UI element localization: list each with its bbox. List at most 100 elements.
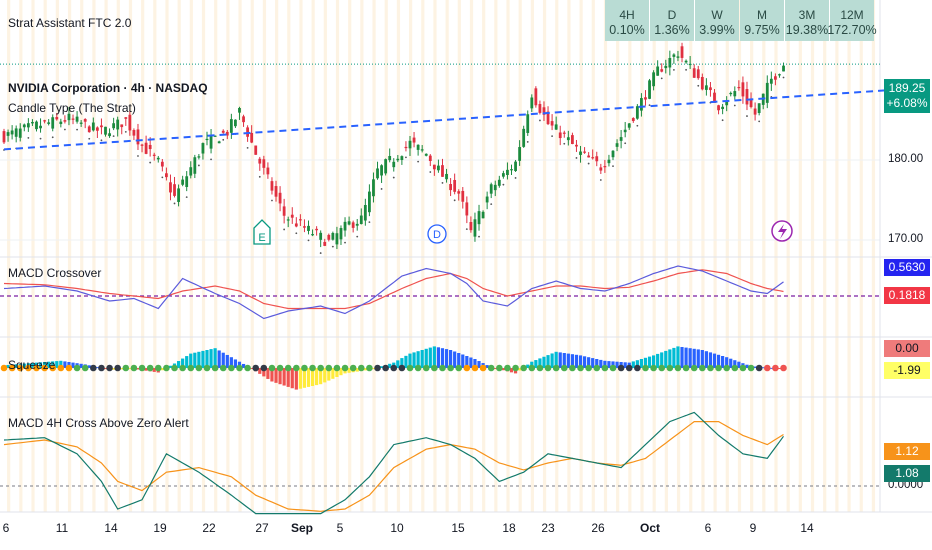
candle-body (424, 153, 428, 156)
candle-body (774, 76, 777, 80)
macd-zero-label[interactable]: MACD 4H Cross Above Zero Alert (8, 416, 189, 430)
squeeze-dot (146, 364, 154, 372)
strat-marker (405, 156, 407, 159)
candle-body (169, 182, 172, 193)
squeeze-pane[interactable] (0, 346, 787, 390)
momentum-bar (278, 368, 282, 385)
momentum-bar (562, 353, 566, 368)
squeeze-dot (625, 364, 633, 372)
session-stripe (567, 0, 571, 512)
candle-body (518, 147, 522, 161)
candle-body (209, 135, 213, 149)
squeeze-dot (496, 364, 503, 372)
session-stripe (737, 0, 742, 512)
momentum-bar (282, 368, 286, 386)
momentum-bar (761, 367, 765, 369)
session-stripe (469, 0, 474, 512)
candle-body (599, 167, 603, 171)
strat-marker (721, 119, 724, 122)
strat-marker (100, 139, 103, 142)
candle-body (363, 205, 367, 221)
candle-body (372, 179, 375, 197)
dividend-marker-label: D (433, 229, 441, 241)
candle-body (335, 233, 339, 245)
momentum-bar (335, 368, 339, 377)
last-price-badge[interactable]: 189.25 +6.08% (884, 79, 930, 113)
strat-marker (697, 84, 700, 87)
momentum-bar (331, 368, 335, 379)
macd-crossover-label[interactable]: MACD Crossover (8, 266, 102, 280)
session-stripe (67, 0, 72, 512)
squeeze-dot (666, 364, 674, 372)
candle-body (709, 87, 712, 91)
momentum-bar (550, 353, 554, 368)
squeeze-dot (228, 364, 235, 372)
strat-marker (344, 241, 346, 244)
candle-type-label[interactable]: Candle Type (The Strat) (8, 101, 136, 115)
time-tick-label: 11 (55, 521, 69, 535)
momentum-bar (315, 368, 319, 386)
ftc-cell: 4H 0.10% (605, 0, 649, 41)
candle-body (384, 159, 388, 174)
squeeze-dot (57, 364, 65, 372)
momentum-bar (396, 360, 400, 368)
strat-marker (39, 137, 42, 140)
momentum-bar (449, 350, 453, 368)
strat-marker (502, 183, 505, 186)
momentum-bar (672, 347, 676, 368)
candle-body (278, 192, 282, 204)
candle-body (554, 124, 558, 130)
session-stripe (713, 0, 717, 512)
squeeze-dot (236, 364, 243, 372)
momentum-bar (217, 350, 221, 368)
squeeze-label[interactable]: Squeeze (8, 358, 56, 372)
candle-body (497, 179, 501, 186)
signal-line (3, 269, 784, 310)
momentum-bar (473, 359, 477, 368)
momentum-bar (745, 364, 749, 368)
momentum-bar (298, 368, 302, 389)
strat-marker (368, 221, 371, 224)
momentum-bar (38, 362, 43, 368)
session-stripe (579, 0, 583, 512)
momentum-bar (112, 368, 116, 370)
session-stripe (786, 0, 790, 512)
macd-zero-pane[interactable] (0, 411, 880, 515)
candle-body (376, 168, 379, 179)
strat-marker (161, 176, 164, 179)
strat-marker (185, 196, 188, 199)
price-pane[interactable] (0, 42, 894, 254)
candle-body (148, 144, 152, 150)
symbol-title[interactable]: NVIDIA Corporation · 4h · NASDAQ (8, 81, 208, 95)
squeeze-dot (0, 364, 8, 372)
session-stripe (372, 0, 376, 512)
candle-body (721, 106, 725, 110)
time-tick-label: 19 (153, 521, 167, 535)
candle-body (546, 111, 550, 125)
candle-body (404, 146, 408, 149)
momentum-bar (538, 358, 542, 368)
time-tick-label: Sep (290, 521, 314, 535)
squeeze-dot (455, 364, 463, 372)
candle-body (14, 128, 18, 137)
momentum-bar (363, 368, 367, 371)
momentum-bar (587, 357, 591, 368)
time-tick-label: 10 (390, 521, 404, 535)
price-tick-180: 180.00 (888, 153, 924, 165)
squeeze-dot (301, 364, 308, 372)
session-stripe (153, 0, 157, 512)
strat-marker (453, 199, 456, 202)
momentum-bar (615, 361, 619, 368)
candle-body (571, 135, 574, 145)
momentum-bar (302, 368, 307, 388)
macd-crossover-pane[interactable] (0, 265, 880, 320)
candle-body (778, 74, 781, 76)
session-stripe (652, 0, 656, 512)
momentum-bar (176, 361, 181, 368)
candle-body (692, 68, 696, 78)
candle-body (753, 108, 757, 115)
session-stripe (262, 0, 267, 512)
momentum-bar (55, 361, 59, 368)
